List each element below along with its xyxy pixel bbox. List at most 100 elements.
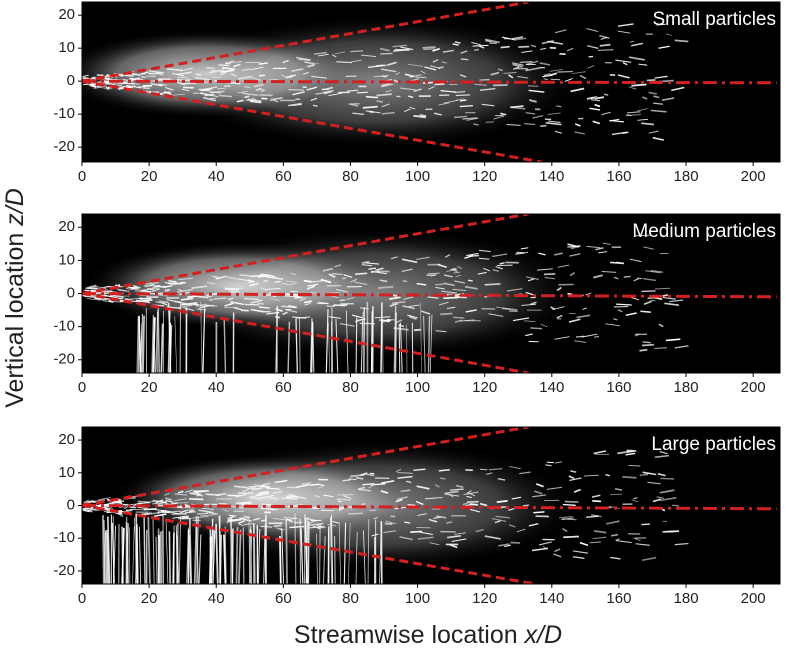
particle-streak: [314, 495, 320, 498]
x-tick-label: 0: [78, 590, 86, 607]
particle-streak: [459, 99, 467, 102]
particle-streak: [654, 454, 670, 459]
particle-streak: [239, 274, 252, 277]
particle-streak: [144, 283, 156, 288]
particle-streak: [258, 62, 268, 65]
particle-streak: [545, 464, 552, 467]
particle-streak: [129, 82, 140, 85]
particle-streak: [380, 490, 389, 494]
particle-streak: [238, 523, 244, 527]
particle-streak: [479, 78, 490, 81]
particle-streak: [613, 318, 618, 321]
panel-title: Large particles: [651, 434, 776, 455]
particle-streak: [373, 74, 389, 78]
particle-streak: [348, 512, 363, 515]
particle-streak: [500, 112, 507, 116]
x-tick-label: 100: [405, 168, 430, 185]
settling-streak: [420, 302, 422, 373]
particle-streak: [173, 502, 189, 504]
x-tick-label: 120: [472, 590, 497, 607]
particle-streak: [142, 299, 153, 302]
particle-streak: [628, 464, 641, 467]
settling-streak: [307, 521, 310, 584]
particle-streak: [429, 542, 440, 546]
particle-streak: [395, 72, 401, 76]
particle-streak: [529, 99, 537, 103]
particle-streak: [142, 71, 149, 75]
settling-streak: [215, 523, 219, 584]
particle-streak: [661, 97, 675, 101]
particle-streak: [439, 301, 449, 306]
particle-streak: [554, 130, 563, 134]
settling-streak: [333, 536, 336, 584]
particle-cloud: [165, 14, 585, 150]
particle-streak: [177, 288, 193, 293]
x-tick-label: 160: [606, 379, 631, 396]
particle-streak: [638, 63, 648, 66]
particle-streak: [350, 278, 358, 283]
particle-streak: [605, 323, 620, 327]
particle-streak: [285, 309, 298, 313]
particle-streak: [654, 75, 668, 79]
particle-streak: [587, 65, 595, 69]
settling-streak: [223, 319, 227, 373]
particle-streak: [281, 282, 289, 286]
particle-streak: [82, 74, 89, 78]
settling-streak: [168, 324, 173, 373]
y-tick-label: 10: [58, 39, 75, 56]
settling-streak: [295, 318, 299, 373]
particle-streak: [413, 114, 426, 119]
particle-streak: [602, 242, 611, 245]
particle-streak: [157, 510, 165, 514]
particle-streak: [547, 120, 561, 124]
particle-streak: [371, 533, 379, 537]
settling-streak: [165, 519, 169, 584]
settling-streak: [335, 319, 339, 373]
particle-streak: [576, 314, 591, 319]
particle-streak: [381, 75, 388, 78]
particle-streak: [434, 83, 445, 86]
x-tick-label: 200: [741, 379, 766, 396]
particle-streak: [342, 479, 351, 482]
settling-streak: [310, 318, 313, 373]
particle-streak: [361, 264, 373, 267]
y-tick-label: 20: [58, 431, 75, 448]
particle-streak: [554, 548, 561, 553]
y-tick-label: -20: [53, 562, 75, 579]
particle-streak: [222, 508, 229, 512]
settling-streak: [142, 315, 145, 373]
particle-streak: [224, 288, 240, 291]
particle-streak: [420, 70, 426, 74]
particle-streak: [409, 74, 422, 78]
settling-streak: [322, 536, 326, 584]
particle-streak: [382, 319, 390, 323]
particle-streak: [339, 322, 355, 327]
particle-streak: [100, 294, 116, 299]
particle-streak: [428, 86, 435, 90]
particle-streak: [499, 262, 505, 265]
particle-streak: [218, 94, 233, 98]
particle-streak: [317, 486, 324, 489]
particle-streak: [557, 70, 573, 73]
particle-streak: [540, 47, 547, 51]
particle-streak: [404, 521, 411, 524]
particle-streak: [629, 258, 642, 263]
particle-streak: [674, 543, 689, 546]
settling-streak: [347, 523, 351, 584]
settling-streak: [212, 529, 215, 584]
particle-streak: [389, 296, 401, 301]
particle-streak: [373, 516, 378, 520]
particle-streak: [246, 486, 256, 489]
x-tick-label: 60: [275, 590, 292, 607]
particle-streak: [616, 540, 632, 544]
particle-streak: [394, 48, 410, 51]
particle-streak: [220, 71, 227, 76]
particle-streak: [243, 522, 253, 526]
particle-streak: [631, 499, 639, 503]
particle-streak: [564, 78, 573, 82]
particle-streak: [504, 544, 511, 548]
settling-streak: [382, 320, 384, 373]
particle-streak: [528, 523, 539, 527]
particle-streak: [406, 480, 412, 484]
particle-streak: [320, 278, 332, 284]
